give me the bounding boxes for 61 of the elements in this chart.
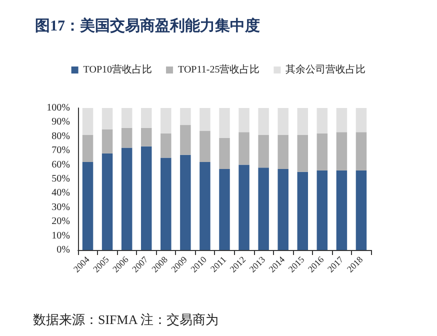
bar xyxy=(238,132,250,165)
bar xyxy=(200,130,210,162)
y-tick-label: 70% xyxy=(52,145,70,156)
bar xyxy=(356,132,367,170)
bar xyxy=(316,108,328,134)
bar xyxy=(336,108,348,132)
bar xyxy=(200,108,210,131)
bar xyxy=(238,164,250,250)
bar xyxy=(180,108,191,126)
y-tick-label: 0% xyxy=(56,244,70,256)
bar xyxy=(278,134,288,170)
bar xyxy=(160,134,172,158)
bar xyxy=(82,134,94,162)
bar xyxy=(180,125,191,155)
bar xyxy=(336,170,348,250)
bar xyxy=(297,108,308,135)
legend-label: 其余公司营收占比 xyxy=(286,64,366,76)
bar xyxy=(160,158,172,250)
bar xyxy=(200,162,210,250)
bar xyxy=(336,132,348,170)
bar xyxy=(356,108,367,132)
bar xyxy=(82,162,94,250)
bar xyxy=(160,108,172,134)
legend-label: TOP11-25营收占比 xyxy=(178,64,260,76)
bar xyxy=(297,172,308,250)
bar xyxy=(140,108,152,128)
bar xyxy=(316,134,328,170)
bar xyxy=(121,108,132,128)
bar xyxy=(102,108,113,130)
bar xyxy=(278,108,288,135)
bar xyxy=(140,128,152,146)
y-tick-label: 40% xyxy=(52,188,70,199)
bar xyxy=(258,134,269,168)
y-tick-label: 100% xyxy=(46,102,70,114)
y-tick-label: 30% xyxy=(52,202,70,213)
bar xyxy=(219,169,230,250)
bar xyxy=(278,169,288,250)
y-tick-label: 80% xyxy=(52,130,70,142)
bar xyxy=(219,108,230,138)
y-tick-label: 10% xyxy=(52,230,70,242)
bar xyxy=(121,148,132,250)
bar xyxy=(258,168,269,250)
bar xyxy=(82,108,94,135)
y-tick-label: 60% xyxy=(52,159,70,170)
bar xyxy=(238,108,250,132)
y-tick-label: 90% xyxy=(52,116,70,128)
bar xyxy=(180,154,191,250)
bar xyxy=(297,134,308,172)
bar xyxy=(316,170,328,250)
bar xyxy=(102,153,113,250)
bar xyxy=(102,129,113,154)
bar xyxy=(121,128,132,148)
bar xyxy=(140,146,152,250)
bar xyxy=(356,170,367,250)
chart-title: 图17：美国交易商盈利能力集中度 xyxy=(35,16,260,34)
y-tick-label: 50% xyxy=(52,174,70,184)
legend-label: TOP10营收占比 xyxy=(83,64,152,76)
bar xyxy=(219,138,230,170)
source-note: 数据来源：SIFMA 注：交易商为 xyxy=(33,312,218,327)
bar xyxy=(258,108,269,135)
y-tick-label: 20% xyxy=(52,216,70,228)
